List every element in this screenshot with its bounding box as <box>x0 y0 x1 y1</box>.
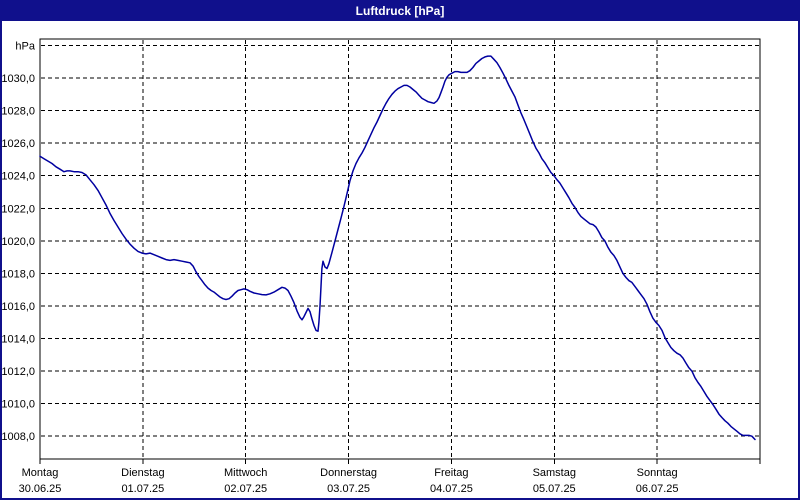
x-axis-day-label: Samstag <box>533 467 576 479</box>
y-axis-label: 1012,0 <box>2 366 35 378</box>
y-axis-label: 1020,0 <box>2 236 35 248</box>
title-bar[interactable]: Luftdruck [hPa] <box>2 2 798 21</box>
y-axis-label: 1022,0 <box>2 203 35 215</box>
y-axis-label: 1016,0 <box>2 301 35 313</box>
y-axis-label: 1014,0 <box>2 334 35 346</box>
x-axis-date-label: 30.06.25 <box>19 483 62 495</box>
y-axis-label: 1030,0 <box>2 73 35 85</box>
x-axis-date-label: 06.07.25 <box>636 483 679 495</box>
window-title: Luftdruck [hPa] <box>355 4 445 18</box>
y-axis-label: 1028,0 <box>2 106 35 118</box>
pressure-series-line <box>39 55 756 441</box>
y-axis-unit-label: hPa <box>15 41 35 53</box>
y-axis-label: 1026,0 <box>2 138 35 150</box>
y-axis-label: 1008,0 <box>2 431 35 443</box>
x-axis-date-label: 01.07.25 <box>121 483 164 495</box>
y-axis-label: 1018,0 <box>2 268 35 280</box>
x-axis-day-label: Donnerstag <box>320 467 377 479</box>
x-axis-date-label: 02.07.25 <box>224 483 267 495</box>
x-axis-day-label: Mittwoch <box>224 467 267 479</box>
pressure-chart: 1030,0 1028,0 1026,0 1024,0 1022,0 1020,0 1018… <box>2 21 798 498</box>
plot-frame <box>39 38 761 460</box>
x-axis-date-label: 03.07.25 <box>327 483 370 495</box>
x-axis-day-label: Freitag <box>434 467 468 479</box>
x-axis-day-label: Dienstag <box>121 467 164 479</box>
x-axis-date-label: 05.07.25 <box>533 483 576 495</box>
x-axis-day-label: Sonntag <box>637 467 678 479</box>
y-axis-label: 1024,0 <box>2 171 35 183</box>
y-axis-label: 1010,0 <box>2 399 35 411</box>
x-axis-day-label: Montag <box>22 467 59 479</box>
x-axis-date-label: 04.07.25 <box>430 483 473 495</box>
